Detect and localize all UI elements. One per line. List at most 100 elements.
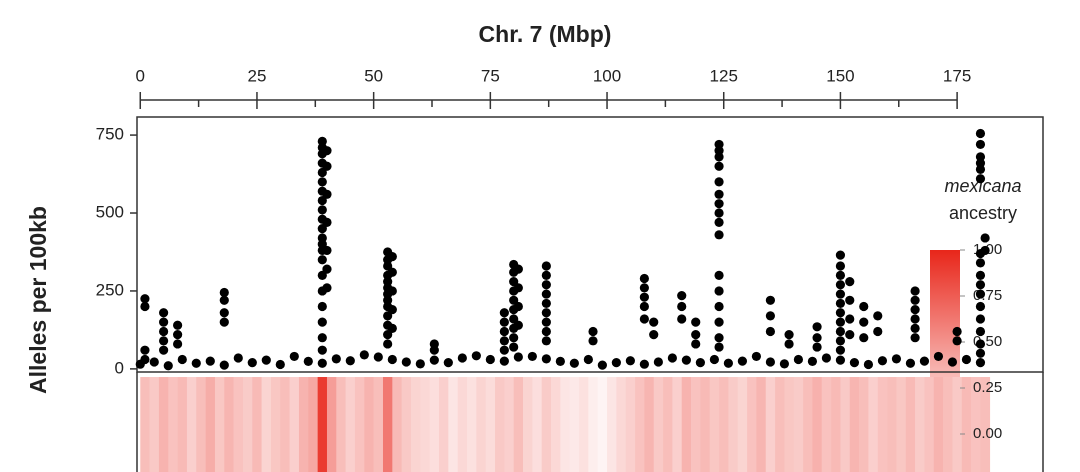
- heatmap-cell: [560, 377, 570, 472]
- chart-title: Chr. 7 (Mbp): [479, 21, 612, 47]
- point: [714, 177, 724, 187]
- point: [975, 174, 986, 184]
- point: [859, 301, 869, 312]
- point: [140, 294, 150, 304]
- point: [859, 333, 869, 343]
- point: [317, 345, 327, 355]
- point: [910, 305, 920, 315]
- point: [289, 351, 299, 362]
- point: [975, 301, 986, 312]
- point: [387, 305, 397, 315]
- point: [541, 298, 551, 309]
- point: [812, 322, 822, 332]
- point: [597, 360, 607, 370]
- point: [835, 289, 846, 299]
- x-tick-label: 100: [593, 66, 621, 85]
- point: [691, 317, 701, 327]
- point: [140, 345, 150, 355]
- point: [233, 353, 243, 363]
- heatmap-cell: [672, 377, 683, 472]
- heatmap-cell: [551, 377, 561, 472]
- point: [845, 276, 855, 287]
- point: [415, 359, 425, 369]
- point: [317, 317, 327, 327]
- point: [714, 152, 724, 162]
- point: [695, 358, 705, 368]
- point: [159, 317, 169, 327]
- point: [322, 283, 332, 293]
- point: [588, 326, 598, 337]
- point: [383, 339, 393, 349]
- point: [980, 245, 990, 256]
- point: [905, 358, 916, 368]
- point: [541, 317, 551, 327]
- heatmap-cell: [308, 377, 318, 472]
- point: [835, 261, 846, 271]
- heatmap-cell: [887, 377, 897, 472]
- heatmap-cell: [196, 377, 206, 472]
- heatmap-cell: [579, 377, 589, 472]
- point: [793, 354, 804, 365]
- heatmap-cell: [373, 377, 384, 472]
- point: [499, 356, 509, 366]
- point: [933, 351, 944, 362]
- point: [714, 270, 724, 280]
- heatmap-cell: [532, 377, 542, 472]
- heatmap-cell: [896, 377, 907, 472]
- point: [765, 357, 776, 367]
- heatmap-cell: [961, 377, 972, 472]
- point: [835, 326, 846, 337]
- point: [499, 317, 509, 327]
- heatmap-cell: [401, 377, 412, 472]
- point: [322, 264, 332, 274]
- heatmap-cell: [186, 377, 197, 472]
- point: [714, 333, 724, 343]
- point: [275, 359, 285, 370]
- point: [714, 301, 724, 312]
- point: [765, 311, 776, 321]
- point: [667, 353, 677, 363]
- point: [373, 352, 383, 362]
- heatmap-cell: [747, 377, 757, 472]
- point: [975, 128, 986, 139]
- point: [691, 329, 701, 340]
- point: [205, 356, 215, 366]
- heatmap-cell: [495, 377, 505, 472]
- point: [303, 356, 313, 367]
- point: [835, 270, 846, 280]
- heatmap-cell: [177, 377, 188, 472]
- point: [317, 177, 327, 187]
- heatmap-cell: [467, 377, 477, 472]
- point: [401, 357, 411, 367]
- heatmap-cell: [429, 377, 440, 472]
- heatmap-cell: [485, 377, 496, 472]
- plot-frame: [136, 116, 1044, 373]
- point: [429, 345, 439, 355]
- point: [513, 264, 523, 274]
- point: [765, 326, 776, 337]
- point: [751, 351, 762, 362]
- heatmap-cell: [812, 377, 823, 472]
- heatmap-cell: [326, 377, 337, 472]
- heatmap-cell: [737, 377, 748, 472]
- point: [677, 301, 687, 312]
- point: [555, 356, 565, 367]
- point: [541, 289, 551, 299]
- x-tick-label: 125: [710, 66, 738, 85]
- point: [845, 329, 855, 340]
- heatmap-cell: [317, 377, 328, 472]
- heatmap-cell: [410, 377, 421, 472]
- y-axis-title: Alleles per 100kb: [25, 206, 51, 394]
- point: [317, 301, 327, 312]
- heatmap-cell: [980, 377, 991, 472]
- point: [835, 345, 846, 355]
- heatmap-cell: [569, 377, 580, 472]
- point: [173, 339, 183, 349]
- point: [835, 298, 846, 309]
- heatmap-cell: [644, 377, 655, 472]
- heatmap-cell: [149, 377, 160, 472]
- point: [714, 161, 724, 171]
- point: [219, 295, 229, 305]
- heatmap-cell: [233, 377, 244, 472]
- heatmap-cell: [663, 377, 673, 472]
